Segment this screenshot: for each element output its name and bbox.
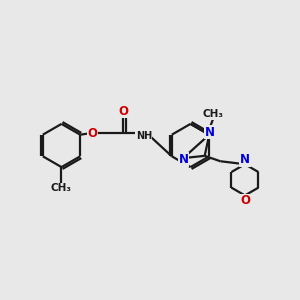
- Text: NH: NH: [136, 131, 152, 141]
- Text: O: O: [240, 194, 250, 207]
- Text: CH₃: CH₃: [51, 183, 72, 193]
- Text: N: N: [240, 153, 250, 166]
- Text: N: N: [179, 153, 189, 166]
- Text: N: N: [205, 126, 215, 139]
- Text: O: O: [88, 127, 98, 140]
- Text: O: O: [118, 105, 128, 118]
- Text: CH₃: CH₃: [203, 109, 224, 119]
